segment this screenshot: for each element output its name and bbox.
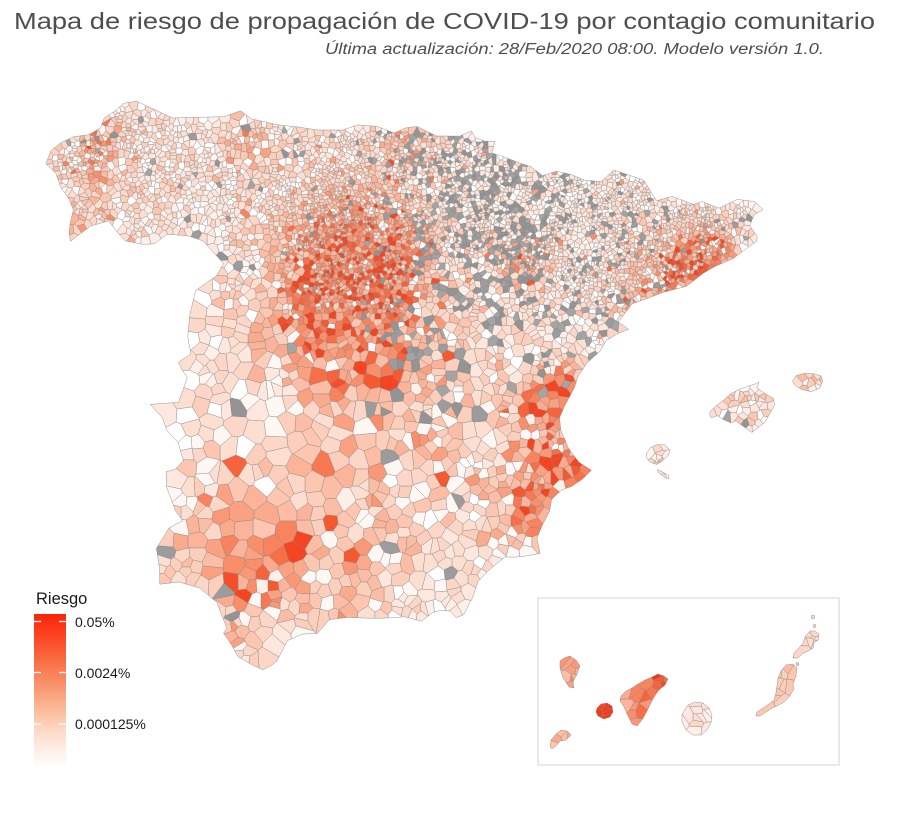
- svg-text:0.05%: 0.05%: [75, 614, 115, 630]
- svg-text:Última actualización: 28/Feb/2: Última actualización: 28/Feb/2020 08:00.…: [325, 41, 824, 58]
- svg-text:Mapa de riesgo de propagación: Mapa de riesgo de propagación de COVID-1…: [14, 8, 875, 34]
- svg-text:Riesgo: Riesgo: [36, 590, 87, 608]
- svg-text:0.000125%: 0.000125%: [75, 716, 146, 732]
- svg-text:0.0024%: 0.0024%: [75, 665, 130, 681]
